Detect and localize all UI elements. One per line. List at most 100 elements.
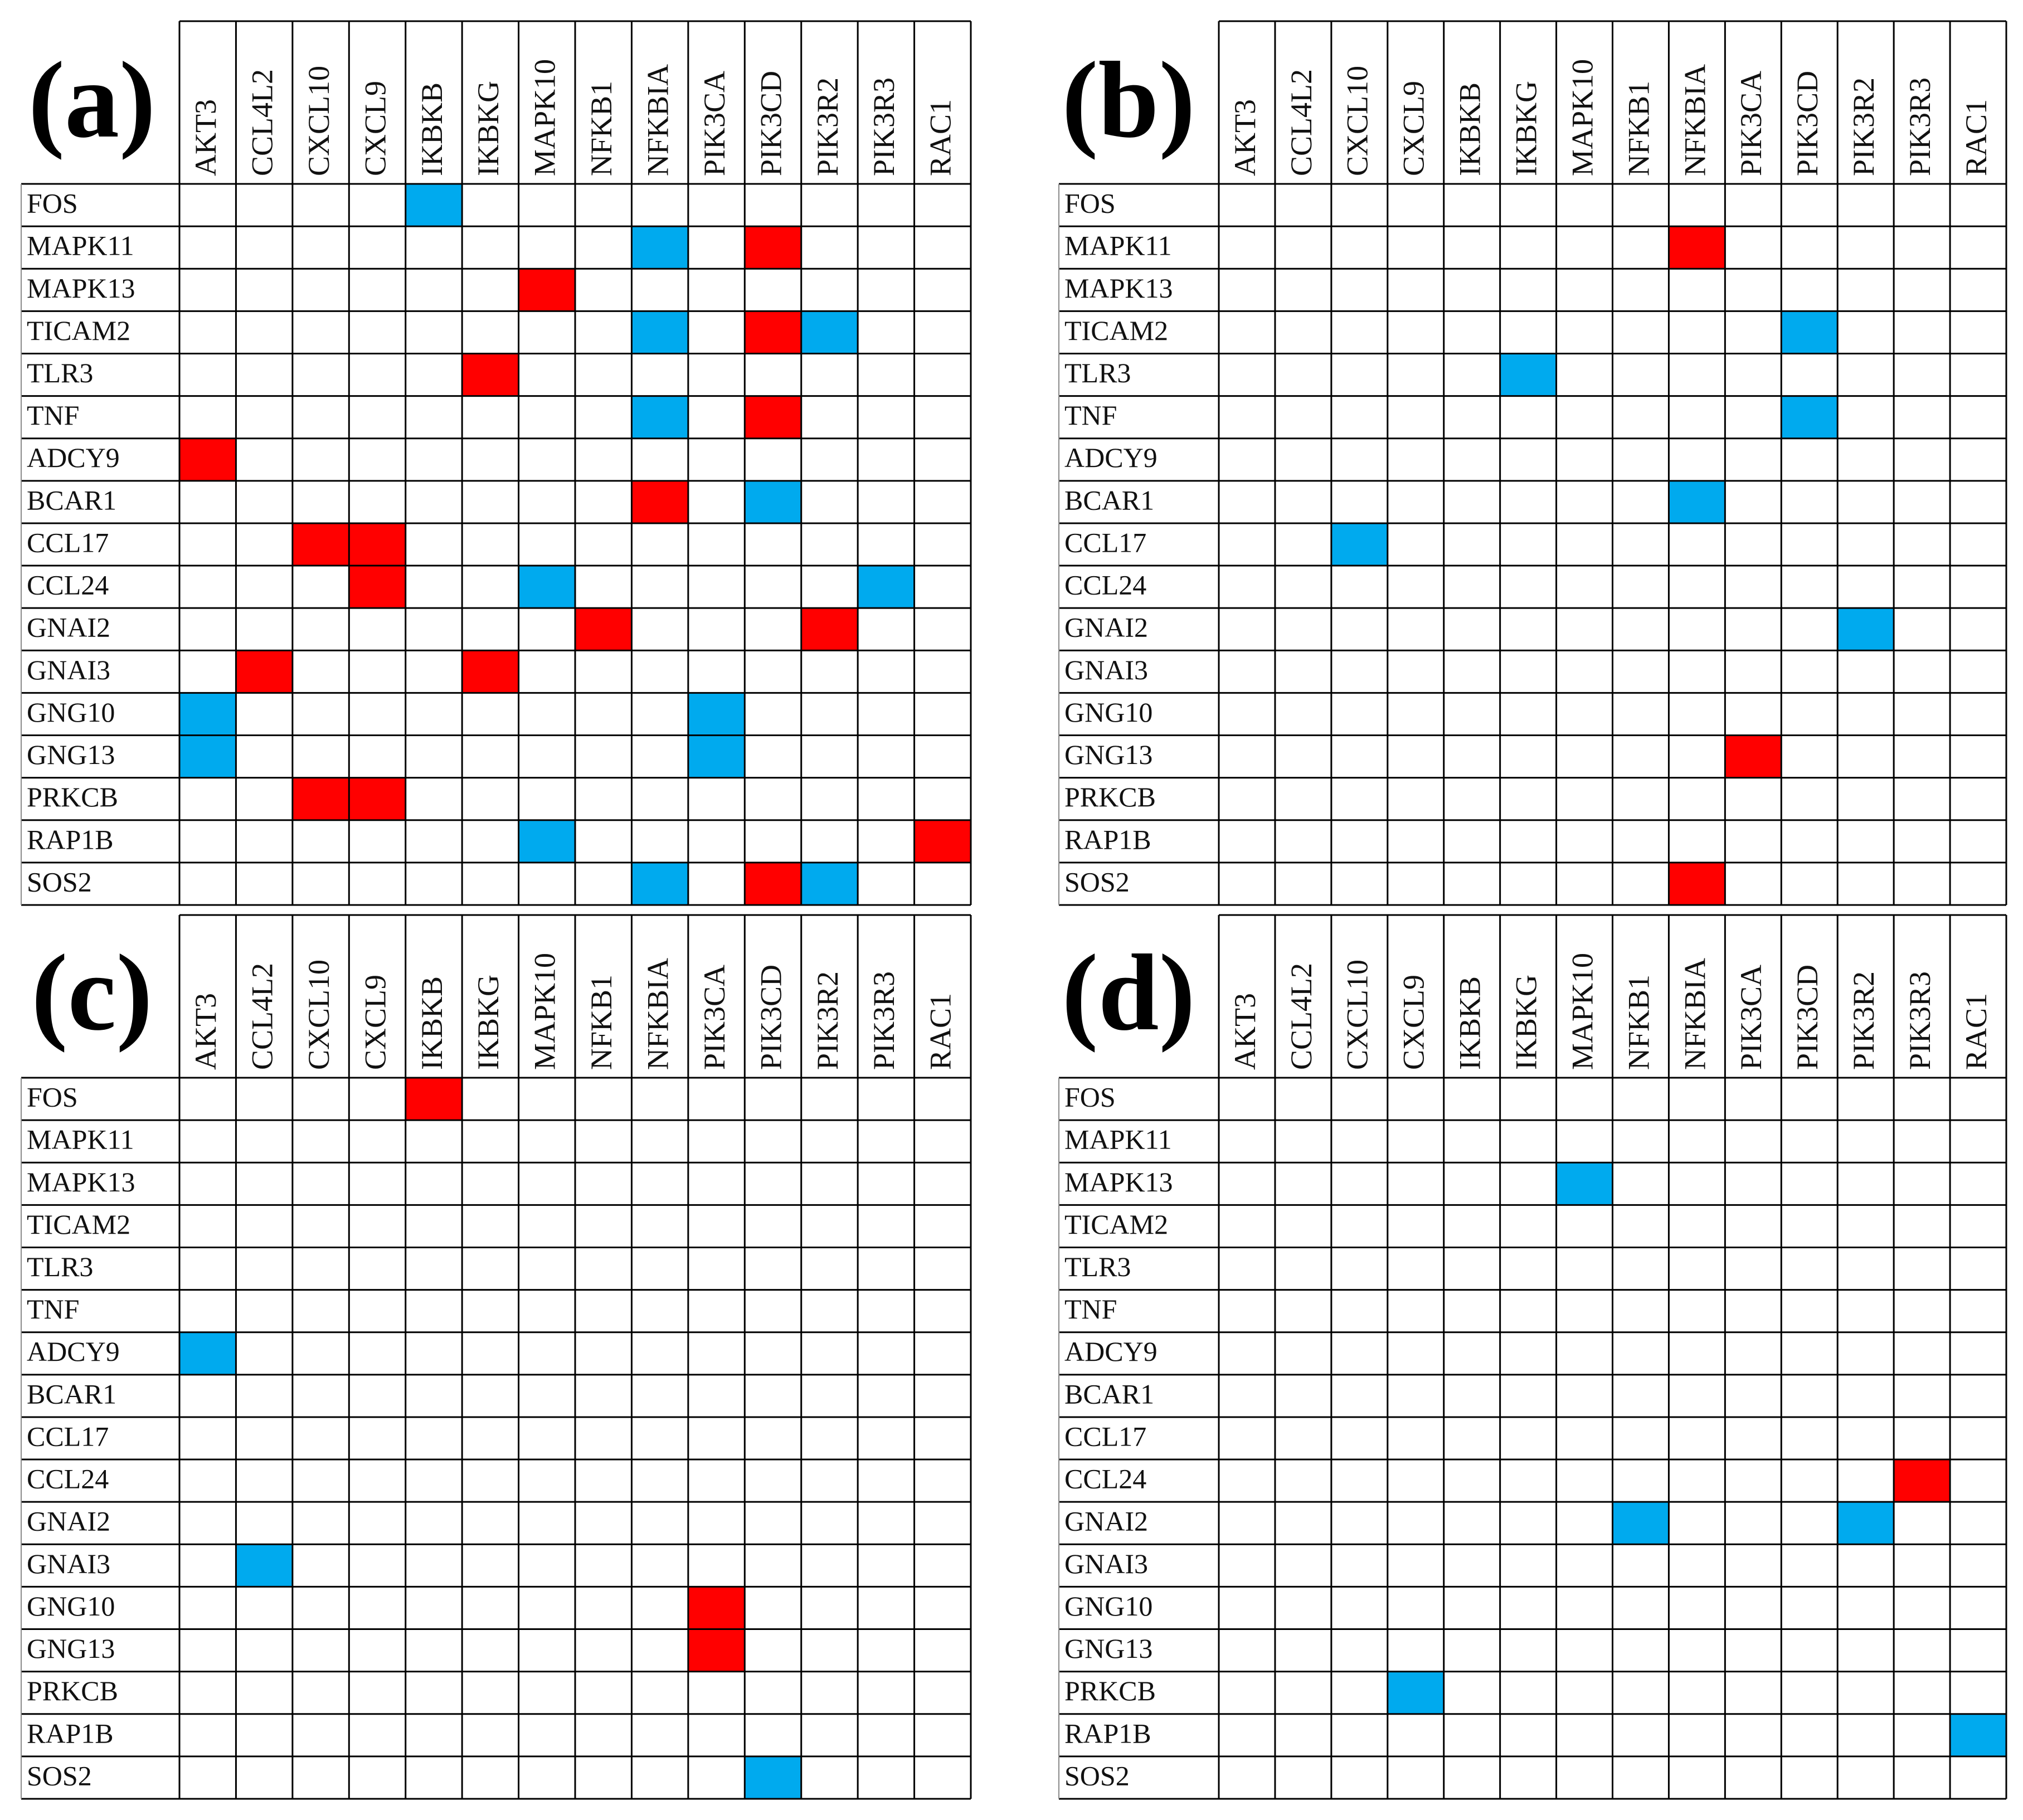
cell-gng13-akt3 bbox=[180, 736, 236, 777]
row-label-tlr3: TLR3 bbox=[1064, 357, 1131, 388]
col-label-pik3ca: PIK3CA bbox=[698, 71, 731, 176]
cell-bcar1-nfkbia bbox=[1669, 481, 1725, 523]
cell-ticam2-pik3cd bbox=[1782, 312, 1837, 353]
col-label-pik3r2: PIK3R2 bbox=[1847, 77, 1880, 176]
cell-sos2-nfkbia bbox=[632, 863, 688, 904]
cell-sos2-pik3r2 bbox=[801, 863, 858, 904]
cell-gnai2-nfkb1 bbox=[1613, 1502, 1669, 1544]
panel-label: (b) bbox=[1062, 40, 1195, 160]
cell-gnai2-pik3r2 bbox=[801, 609, 858, 650]
cell-mapk13-mapk10 bbox=[519, 269, 575, 311]
cell-tlr3-ikbkg bbox=[463, 354, 518, 396]
cell-gnai2-pik3r2 bbox=[1838, 1502, 1894, 1544]
row-label-gnai2: GNAI2 bbox=[1064, 612, 1148, 643]
row-label-adcy9: ADCY9 bbox=[27, 442, 120, 473]
cell-ccl24-cxcl9 bbox=[349, 566, 405, 608]
cell-mapk11-nfkbia bbox=[632, 227, 688, 269]
col-label-pik3ca: PIK3CA bbox=[698, 965, 731, 1070]
row-label-sos2: SOS2 bbox=[1064, 866, 1130, 897]
row-label-mapk11: MAPK11 bbox=[1064, 230, 1172, 261]
col-label-rac1: RAC1 bbox=[924, 99, 957, 176]
row-label-fos: FOS bbox=[27, 188, 78, 219]
col-label-cxcl9: CXCL9 bbox=[1397, 975, 1431, 1070]
col-label-akt3: AKT3 bbox=[189, 99, 222, 176]
col-label-cxcl10: CXCL10 bbox=[1341, 66, 1374, 176]
row-label-mapk11: MAPK11 bbox=[1064, 1124, 1172, 1155]
col-label-pik3r2: PIK3R2 bbox=[811, 971, 844, 1070]
row-label-gng13: GNG13 bbox=[27, 739, 115, 770]
col-label-pik3cd: PIK3CD bbox=[754, 965, 787, 1070]
cell-fos-ikbkb bbox=[406, 184, 462, 226]
cell-gnai3-ccl4l2 bbox=[236, 1545, 292, 1587]
col-label-ikbkb: IKBKB bbox=[415, 82, 449, 176]
row-label-ccl17: CCL17 bbox=[27, 527, 109, 558]
cell-prkcb-cxcl10 bbox=[293, 778, 349, 820]
col-label-rac1: RAC1 bbox=[1959, 99, 1993, 176]
col-label-ikbkg: IKBKG bbox=[471, 81, 505, 176]
row-label-ccl17: CCL17 bbox=[1064, 1420, 1146, 1452]
row-label-tnf: TNF bbox=[1064, 1293, 1117, 1325]
row-label-mapk13: MAPK13 bbox=[27, 1166, 135, 1198]
col-label-pik3ca: PIK3CA bbox=[1734, 965, 1768, 1070]
col-label-pik3cd: PIK3CD bbox=[1791, 965, 1824, 1070]
row-label-mapk13: MAPK13 bbox=[1064, 272, 1173, 304]
cell-ticam2-nfkbia bbox=[632, 312, 688, 353]
col-label-akt3: AKT3 bbox=[1228, 993, 1262, 1070]
col-label-rac1: RAC1 bbox=[924, 993, 957, 1070]
col-label-nfkbia: NFKBIA bbox=[1678, 64, 1711, 176]
col-label-pik3r3: PIK3R3 bbox=[1903, 971, 1937, 1070]
row-label-mapk13: MAPK13 bbox=[1064, 1166, 1173, 1198]
row-label-ticam2: TICAM2 bbox=[1064, 1209, 1168, 1240]
col-label-ikbkb: IKBKB bbox=[415, 976, 449, 1070]
cell-gnai2-pik3r2 bbox=[1838, 609, 1894, 650]
row-label-sos2: SOS2 bbox=[27, 866, 92, 897]
row-label-gng10: GNG10 bbox=[27, 1590, 115, 1622]
col-label-pik3r3: PIK3R3 bbox=[867, 77, 901, 176]
row-label-adcy9: ADCY9 bbox=[1064, 1336, 1158, 1367]
panel-label: (a) bbox=[28, 40, 156, 160]
row-label-mapk11: MAPK11 bbox=[27, 1124, 134, 1155]
row-label-gnai3: GNAI3 bbox=[27, 654, 110, 685]
cell-adcy9-akt3 bbox=[180, 1332, 236, 1374]
col-label-cxcl10: CXCL10 bbox=[1341, 960, 1374, 1070]
cell-mapk11-pik3cd bbox=[745, 227, 801, 269]
col-label-ikbkg: IKBKG bbox=[1509, 975, 1543, 1070]
row-label-prkcb: PRKCB bbox=[1064, 1675, 1156, 1706]
cell-gng13-pik3ca bbox=[688, 1629, 745, 1671]
row-label-gnai2: GNAI2 bbox=[27, 612, 110, 643]
row-label-tlr3: TLR3 bbox=[1064, 1251, 1131, 1282]
col-label-pik3r3: PIK3R3 bbox=[867, 971, 901, 1070]
col-label-cxcl9: CXCL9 bbox=[358, 975, 392, 1070]
cell-sos2-nfkbia bbox=[1669, 863, 1725, 904]
row-label-gng10: GNG10 bbox=[1064, 697, 1152, 728]
row-label-tnf: TNF bbox=[27, 400, 79, 431]
cell-ccl24-mapk10 bbox=[519, 566, 575, 608]
col-label-ikbkg: IKBKG bbox=[1509, 81, 1543, 176]
col-label-akt3: AKT3 bbox=[189, 993, 222, 1070]
row-label-tnf: TNF bbox=[27, 1293, 79, 1325]
col-label-nfkb1: NFKB1 bbox=[1622, 975, 1655, 1070]
row-label-gng10: GNG10 bbox=[1064, 1590, 1152, 1622]
col-label-mapk10: MAPK10 bbox=[528, 953, 562, 1070]
col-label-cxcl9: CXCL9 bbox=[358, 81, 392, 176]
cell-gng13-pik3ca bbox=[1725, 736, 1781, 777]
row-label-gnai2: GNAI2 bbox=[27, 1506, 110, 1537]
row-label-ticam2: TICAM2 bbox=[27, 1209, 130, 1240]
col-label-cxcl10: CXCL10 bbox=[302, 960, 335, 1070]
col-label-mapk10: MAPK10 bbox=[1565, 59, 1599, 176]
row-label-ticam2: TICAM2 bbox=[1064, 315, 1168, 346]
cell-bcar1-nfkbia bbox=[632, 481, 688, 523]
col-label-nfkb1: NFKB1 bbox=[585, 81, 618, 176]
col-label-pik3r3: PIK3R3 bbox=[1903, 77, 1937, 176]
row-label-gng13: GNG13 bbox=[27, 1633, 115, 1664]
row-label-adcy9: ADCY9 bbox=[27, 1336, 120, 1367]
row-label-tlr3: TLR3 bbox=[27, 1251, 93, 1282]
row-label-gng13: GNG13 bbox=[1064, 739, 1152, 770]
col-label-ikbkg: IKBKG bbox=[471, 975, 505, 1070]
cell-gng10-pik3ca bbox=[688, 1587, 745, 1629]
panel-c: (c) FOS MAPK11 MAPK13 TICAM2 TLR3 TNF ADCY9 BCAR… bbox=[21, 914, 972, 1800]
col-label-ikbkb: IKBKB bbox=[1453, 976, 1487, 1070]
row-label-rap1b: RAP1B bbox=[1064, 1717, 1151, 1749]
